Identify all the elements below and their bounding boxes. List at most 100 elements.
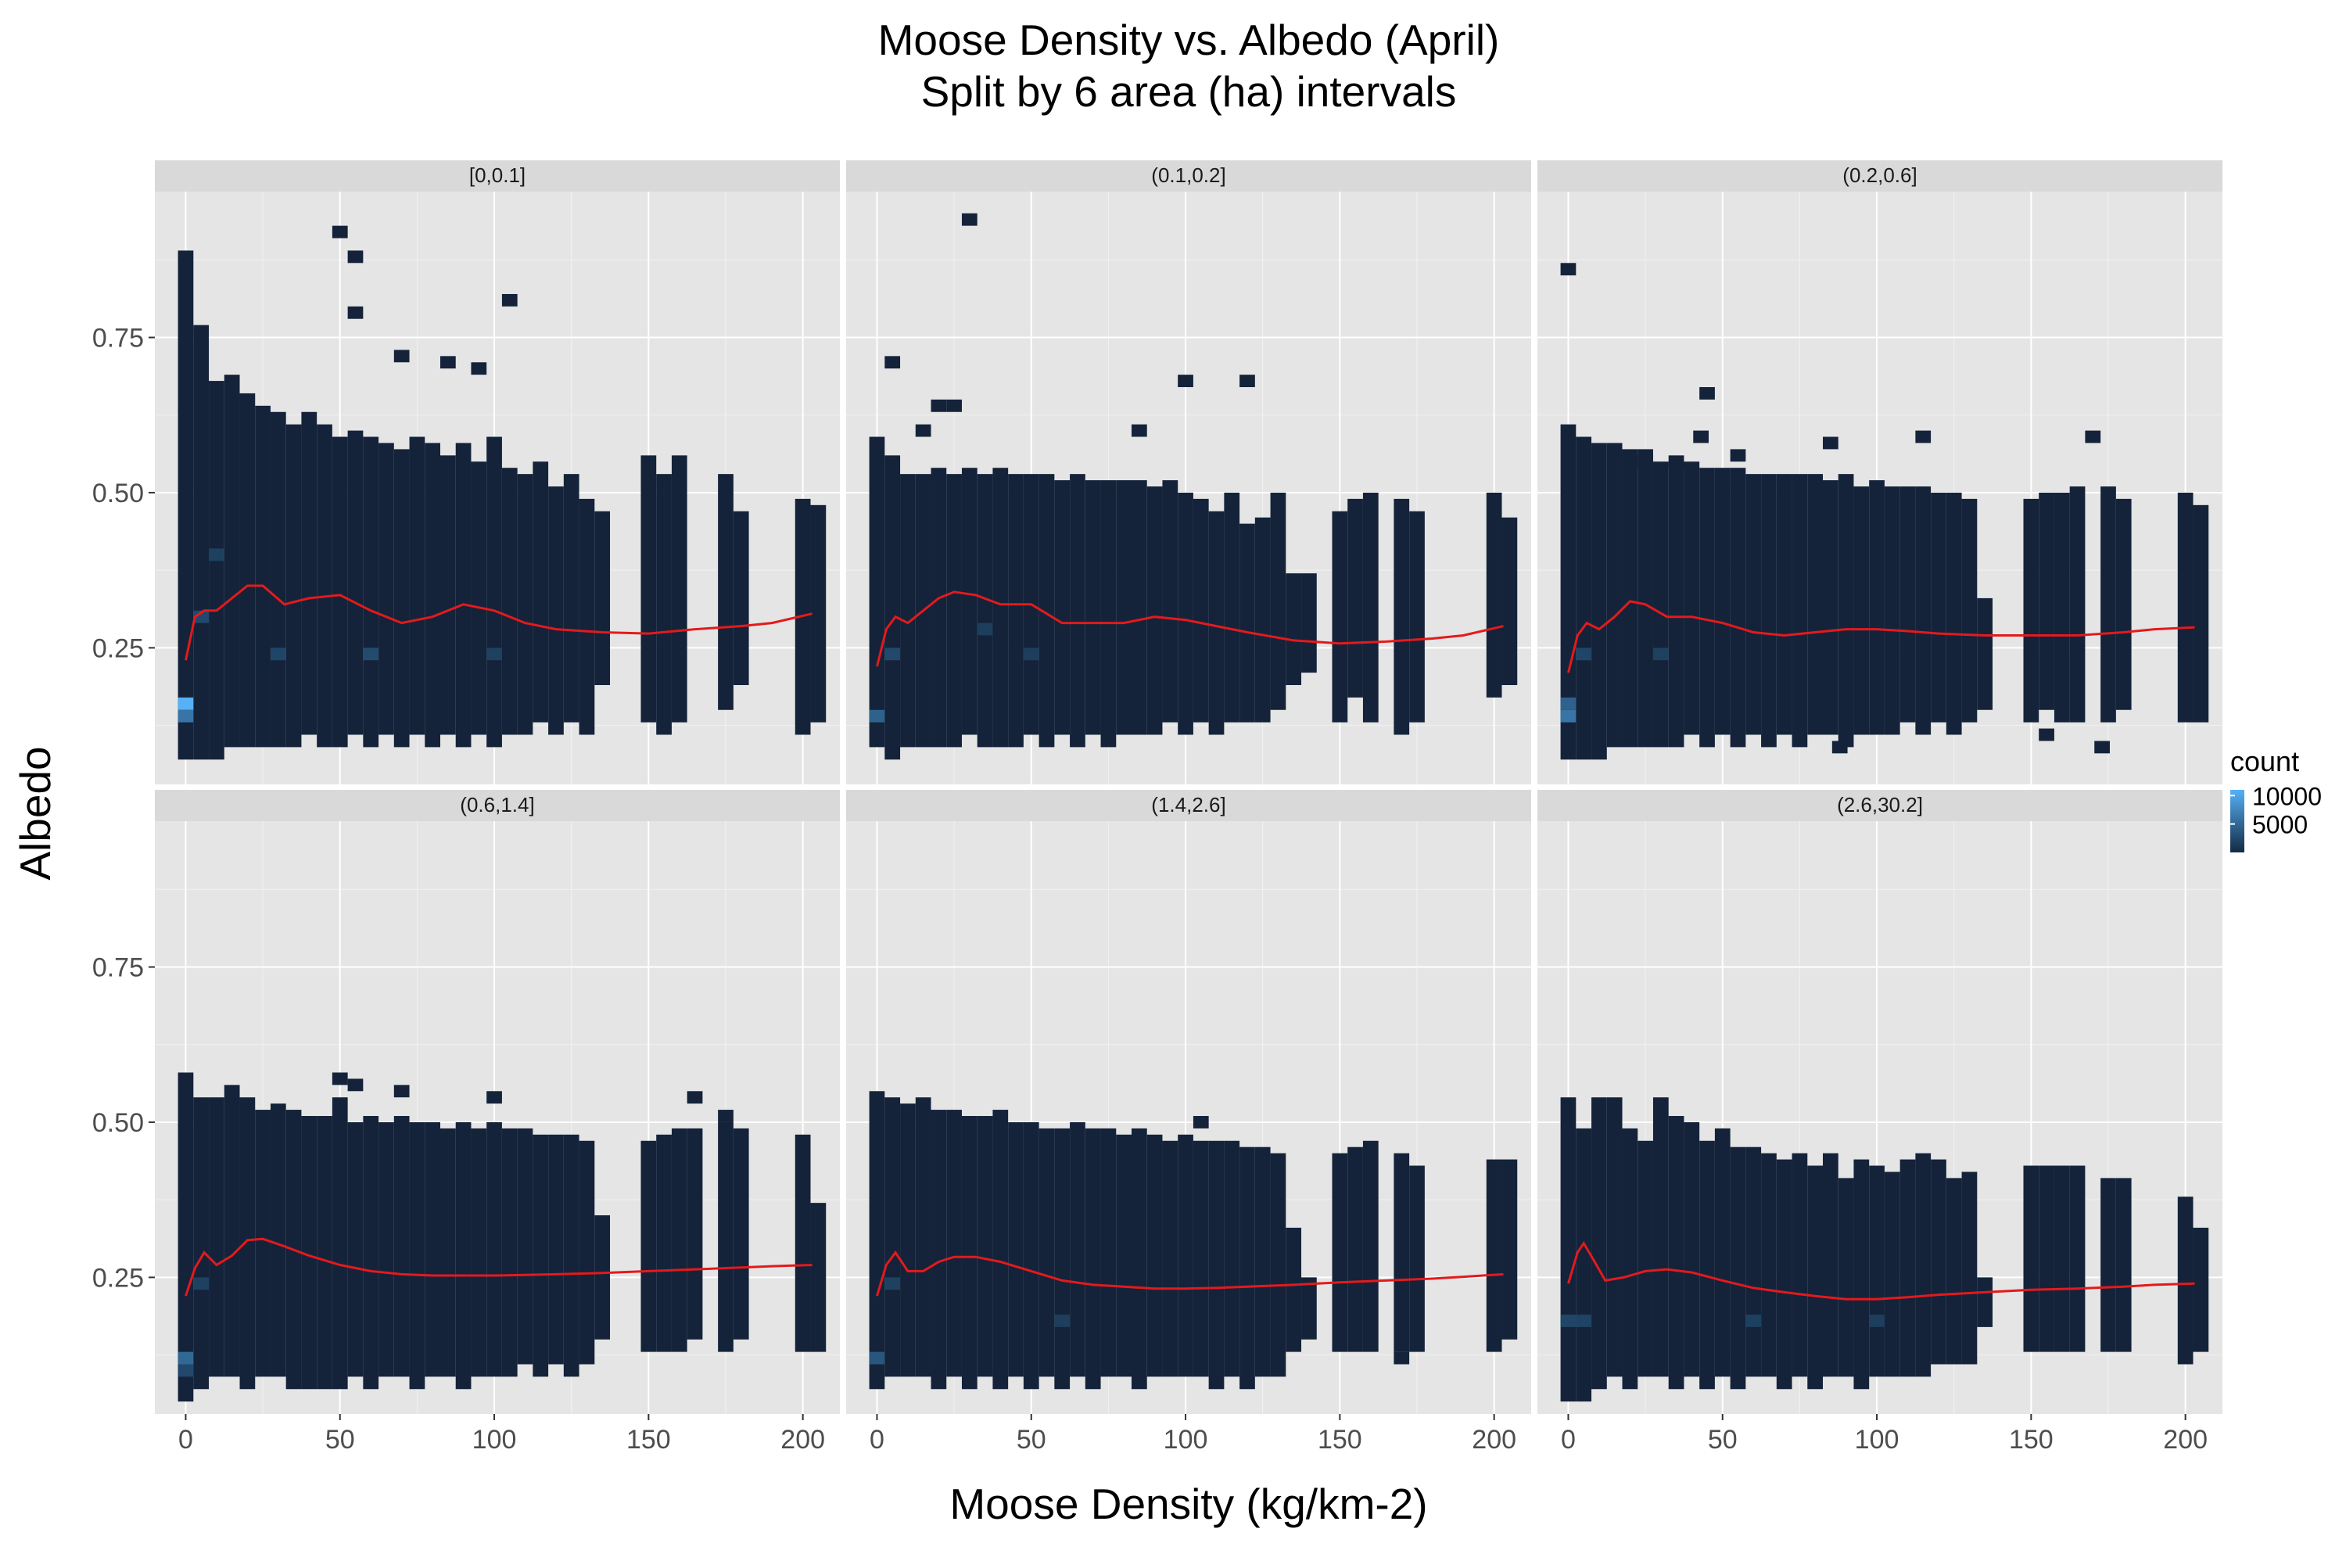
heat-column — [1070, 474, 1085, 748]
heat-column — [579, 1140, 595, 1365]
heat-column — [977, 474, 993, 748]
legend-label: 5000 — [2252, 811, 2308, 839]
x-tick-label: 0 — [1561, 1425, 1576, 1455]
heat-tile-highcount — [270, 648, 286, 661]
heat-tile-outlier — [1693, 430, 1709, 443]
heat-column — [1977, 597, 1993, 710]
heat-column — [946, 474, 962, 748]
heat-column — [1501, 517, 1518, 686]
heat-column — [1838, 1178, 1854, 1377]
heat-column — [1486, 492, 1502, 698]
heat-column — [810, 1203, 827, 1352]
heat-tile-outlier — [471, 362, 487, 375]
heat-column — [440, 455, 456, 735]
panel-strip-label: (1.4,2.6] — [1151, 793, 1225, 816]
heat-tile-outlier — [332, 225, 348, 239]
heat-column — [193, 1097, 210, 1390]
heat-column — [1576, 1128, 1592, 1402]
x-tick-label: 200 — [2163, 1425, 2208, 1455]
y-tick-label: 0.50 — [92, 1108, 144, 1138]
heat-tile-outlier — [931, 399, 947, 412]
smooth-line — [876, 1250, 1504, 1297]
heat-column — [224, 1085, 240, 1377]
heat-tile-highcount — [209, 548, 224, 562]
heat-column — [1054, 1128, 1071, 1390]
heat-column — [869, 436, 885, 748]
heat-column — [1684, 461, 1700, 735]
heat-column — [1638, 1140, 1653, 1377]
heat-tile-outlier — [1638, 455, 1653, 468]
heat-column — [1961, 1172, 1978, 1365]
heat-column — [1576, 436, 1592, 760]
heat-column — [718, 474, 734, 710]
y-tick-label: 0.25 — [92, 1263, 144, 1293]
heat-column — [1961, 498, 1978, 723]
heat-tile-highcount — [178, 709, 194, 723]
heat-column — [1560, 1097, 1577, 1402]
heat-column — [178, 1072, 194, 1402]
heat-tile-highcount — [884, 1277, 901, 1290]
panel-3: (0.2,0.6] — [1537, 160, 2222, 784]
heat-column — [255, 1110, 271, 1377]
smooth-line — [1567, 1240, 2195, 1301]
heat-column — [1884, 486, 1900, 735]
heat-column — [977, 1116, 993, 1377]
heat-tile-highcount — [977, 623, 993, 636]
heat-column — [270, 1103, 286, 1377]
heat-tile-outlier — [1132, 424, 1147, 437]
heat-column — [1239, 523, 1255, 723]
heat-column — [594, 511, 611, 686]
heat-tile-outlier — [1915, 430, 1932, 443]
heat-column — [178, 250, 194, 760]
heat-column — [1714, 468, 1731, 735]
legend-title: count — [2230, 745, 2299, 777]
heat-tile-highcount — [1560, 1315, 1577, 1327]
heat-column — [285, 424, 302, 748]
heat-column — [239, 393, 256, 748]
heat-tile-highcount — [1560, 709, 1577, 723]
heat-column — [2069, 486, 2086, 723]
heat-column — [1146, 486, 1163, 735]
heat-column — [1054, 480, 1071, 735]
heat-column — [2023, 1165, 2039, 1352]
heat-column — [2100, 486, 2116, 723]
heat-column — [533, 461, 549, 723]
heat-column — [363, 1116, 379, 1390]
heat-tile-outlier — [393, 350, 410, 363]
heat-column — [1178, 1134, 1193, 1377]
x-tick-label: 100 — [472, 1425, 517, 1455]
heat-tile-highcount — [1023, 648, 1039, 661]
heat-column — [1560, 424, 1577, 760]
heat-column — [671, 455, 687, 723]
heat-column — [1239, 1146, 1255, 1390]
heat-column — [440, 1128, 456, 1377]
heat-column — [1946, 492, 1962, 735]
y-tick-label: 0.50 — [92, 479, 144, 508]
heat-tile-outlier — [1823, 436, 1838, 450]
heat-column — [486, 1121, 502, 1377]
heat-column — [579, 498, 595, 735]
heat-tile-outlier — [1193, 1116, 1209, 1128]
heat-column — [1254, 517, 1271, 723]
panel-strip-label: (2.6,30.2] — [1837, 793, 1923, 816]
panel-strip — [1537, 160, 2222, 192]
heat-tile-highcount — [1576, 1315, 1592, 1327]
heat-column — [1606, 1097, 1623, 1377]
heat-column — [1899, 1159, 1916, 1377]
panel-4: (0.6,1.4] 0.25 0.50 0.75 0 50 100 150 200 — [92, 790, 840, 1455]
panel-strip — [155, 160, 840, 192]
heat-column — [1224, 1140, 1240, 1377]
heat-column — [1730, 468, 1746, 748]
heat-column — [931, 468, 947, 748]
heat-column — [1931, 1159, 1946, 1365]
heat-column — [455, 1121, 472, 1390]
heat-column — [1730, 1146, 1746, 1390]
heat-column — [810, 504, 827, 723]
heat-column — [1915, 1153, 1932, 1377]
heat-column — [1085, 1128, 1101, 1390]
heat-column — [1178, 492, 1193, 735]
heat-column — [563, 474, 579, 723]
heat-column — [1193, 498, 1209, 723]
heat-column — [393, 1116, 410, 1377]
panel-6: (2.6,30.2] 0 50 100 150 200 — [1537, 790, 2222, 1455]
